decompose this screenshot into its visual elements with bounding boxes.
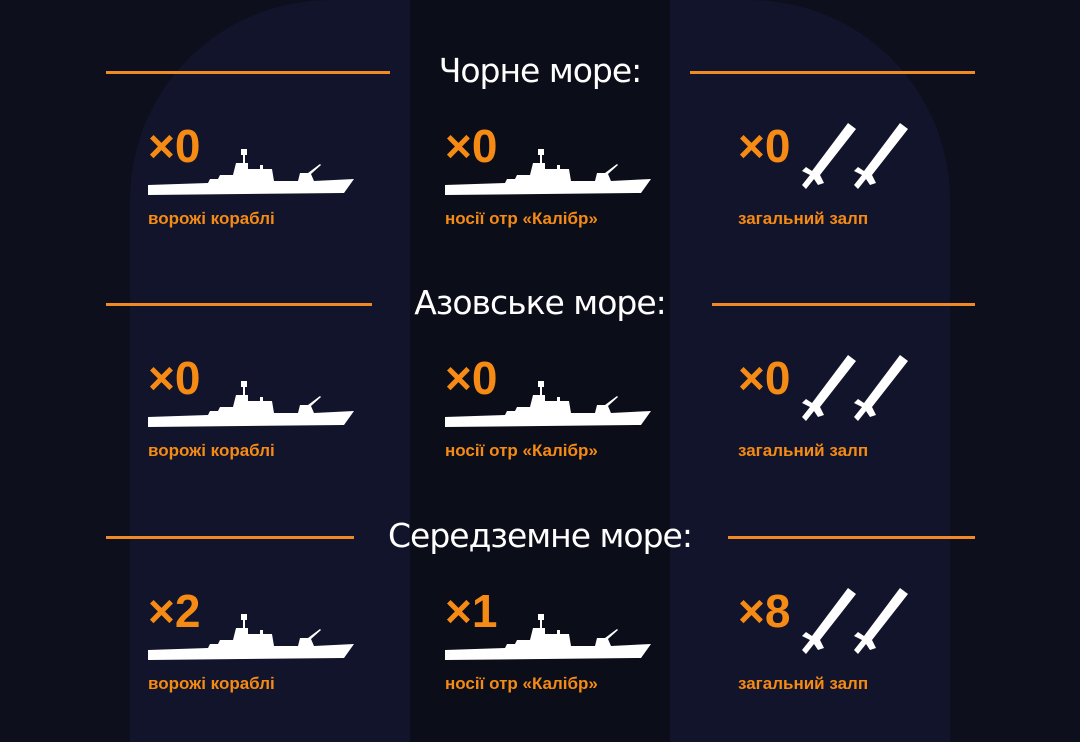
- stat-label: носії отр «Калібр»: [445, 441, 598, 460]
- sea-section: Середземне море: ×2 ворожі кораблі ×1 носі…: [0, 516, 1080, 738]
- count: ×0: [445, 120, 498, 172]
- stat-item: ×0 загальний залп: [738, 353, 998, 473]
- stat-item: ×0 носії отр «Калібр»: [445, 121, 705, 241]
- divider-line: [106, 71, 390, 74]
- section-title: Чорне море:: [438, 51, 643, 90]
- sea-section: Азовське море: ×0 ворожі кораблі ×0 носії …: [0, 283, 1080, 505]
- warship-icon: [148, 612, 354, 666]
- count: ×0: [738, 352, 791, 404]
- background-shape: [670, 0, 950, 742]
- stat-label: носії отр «Калібр»: [445, 674, 598, 693]
- stat-label: загальний залп: [738, 209, 869, 228]
- warship-icon: [148, 379, 354, 433]
- stat-item: ×8 загальний залп: [738, 586, 998, 706]
- section-title: Середземне море:: [388, 516, 693, 555]
- stat-label: ворожі кораблі: [148, 441, 275, 460]
- section-title: Азовське море:: [414, 283, 667, 322]
- count: ×1: [445, 585, 498, 637]
- stat-item: ×0 ворожі кораблі: [148, 353, 408, 473]
- divider-line: [690, 71, 975, 74]
- sea-section: Чорне море: ×0 ворожі кораблі ×0 носії отр…: [0, 51, 1080, 273]
- divider-line: [106, 536, 354, 539]
- count: ×0: [148, 120, 201, 172]
- count: ×0: [445, 352, 498, 404]
- stat-label: ворожі кораблі: [148, 209, 275, 228]
- missiles-icon: [798, 119, 918, 203]
- stat-item: ×0 носії отр «Калібр»: [445, 353, 705, 473]
- warship-icon: [445, 147, 651, 201]
- warship-icon: [445, 379, 651, 433]
- stat-item: ×1 носії отр «Калібр»: [445, 586, 705, 706]
- divider-line: [712, 303, 975, 306]
- divider-line: [728, 536, 975, 539]
- warship-icon: [148, 147, 354, 201]
- warship-icon: [445, 612, 651, 666]
- stat-item: ×0 ворожі кораблі: [148, 121, 408, 241]
- stat-label: загальний залп: [738, 441, 869, 460]
- stat-item: ×2 ворожі кораблі: [148, 586, 408, 706]
- stat-label: загальний залп: [738, 674, 869, 693]
- background-shape: [130, 0, 410, 742]
- count: ×0: [738, 120, 791, 172]
- missiles-icon: [798, 584, 918, 668]
- count: ×8: [738, 585, 791, 637]
- count: ×2: [148, 585, 201, 637]
- missiles-icon: [798, 351, 918, 435]
- count: ×0: [148, 352, 201, 404]
- divider-line: [106, 303, 372, 306]
- stat-item: ×0 загальний залп: [738, 121, 998, 241]
- stat-label: носії отр «Калібр»: [445, 209, 598, 228]
- stat-label: ворожі кораблі: [148, 674, 275, 693]
